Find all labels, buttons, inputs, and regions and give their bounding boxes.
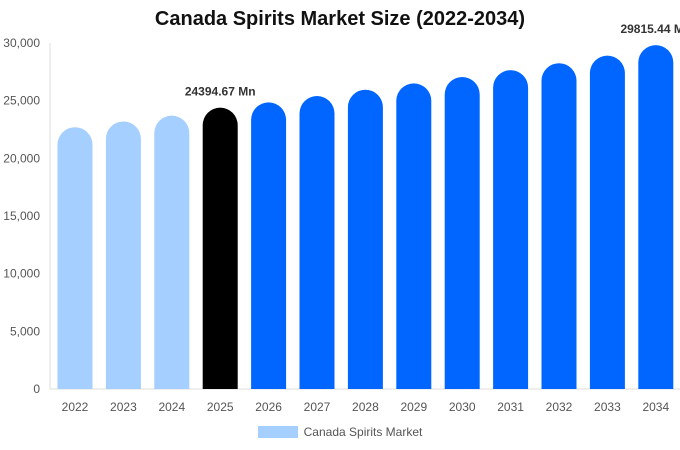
legend[interactable]: Canada Spirits Market [0,425,680,439]
chart-title: Canada Spirits Market Size (2022-2034) [154,8,526,30]
bar-2022[interactable] [57,127,93,389]
x-tick-label: 2025 [207,400,234,414]
y-tick-label: 0 [33,382,40,396]
bar-2026[interactable] [251,102,287,389]
bar-2023[interactable] [105,121,141,389]
y-tick-label: 5,000 [10,324,40,338]
x-tick-label: 2034 [642,400,669,414]
x-tick-label: 2022 [62,400,89,414]
y-tick-label: 20,000 [3,151,40,165]
x-tick-label: 2029 [400,400,427,414]
bar-2029[interactable] [396,83,432,389]
bar-2028[interactable] [347,89,383,390]
bar-2034[interactable] [638,45,674,389]
x-tick-label: 2028 [352,400,379,414]
bar-chart: 0 5,000 10,000 15,000 20,000 25,000 30,000 2022… [3,22,680,414]
y-tick-label: 30,000 [3,36,40,50]
bar-2027[interactable] [299,96,335,389]
bar-2033[interactable] [589,55,625,389]
data-label: 24394.67 Mn [185,85,256,99]
x-tick-label: 2031 [497,400,524,414]
x-tick-label: 2027 [304,400,331,414]
x-tick-label: 2033 [594,400,621,414]
legend-swatch [257,426,298,438]
data-label: 29815.44 Mn [620,22,680,36]
bar-2025[interactable] [202,107,238,390]
bar-2030[interactable] [444,77,480,390]
x-tick-label: 2024 [158,400,185,414]
bar-2032[interactable] [541,63,577,389]
y-tick-label: 10,000 [3,267,40,281]
bar-2031[interactable] [493,70,529,389]
x-tick-label: 2030 [449,400,476,414]
y-tick-label: 15,000 [3,209,40,223]
legend-label: Canada Spirits Market [303,425,423,439]
bar-2024[interactable] [154,115,190,389]
x-tick-label: 2023 [110,400,137,414]
y-tick-label: 25,000 [3,94,40,108]
x-tick-label: 2026 [255,400,282,414]
x-tick-label: 2032 [546,400,573,414]
